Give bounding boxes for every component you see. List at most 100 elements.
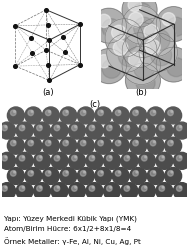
Circle shape [98, 110, 103, 116]
Circle shape [178, 188, 187, 198]
Circle shape [134, 58, 155, 80]
Text: (b): (b) [135, 88, 147, 97]
Circle shape [127, 186, 129, 188]
Circle shape [80, 171, 86, 176]
Circle shape [171, 141, 173, 143]
Circle shape [21, 158, 30, 168]
Circle shape [145, 156, 147, 158]
Point [63, 51, 66, 55]
Circle shape [7, 138, 24, 154]
Circle shape [77, 168, 94, 185]
Circle shape [173, 122, 189, 140]
Circle shape [118, 46, 139, 67]
Circle shape [25, 108, 42, 124]
Circle shape [156, 8, 189, 42]
Circle shape [92, 156, 94, 158]
Circle shape [95, 138, 112, 154]
Circle shape [156, 183, 173, 200]
Circle shape [178, 128, 187, 138]
Point [14, 24, 17, 28]
Circle shape [83, 171, 85, 173]
Circle shape [107, 156, 112, 161]
Circle shape [107, 126, 112, 131]
Circle shape [60, 168, 77, 185]
Circle shape [56, 158, 65, 168]
Circle shape [101, 111, 103, 113]
Circle shape [2, 156, 7, 161]
Circle shape [66, 171, 68, 173]
Circle shape [134, 113, 144, 122]
Circle shape [92, 9, 126, 44]
Circle shape [45, 171, 51, 176]
Circle shape [139, 183, 155, 200]
Circle shape [153, 171, 155, 173]
Circle shape [156, 122, 173, 140]
Circle shape [29, 143, 39, 153]
Circle shape [146, 40, 160, 55]
Circle shape [73, 188, 83, 198]
Circle shape [98, 15, 111, 28]
Circle shape [108, 128, 118, 138]
Circle shape [167, 58, 186, 77]
Circle shape [145, 126, 147, 128]
Circle shape [92, 186, 94, 188]
Circle shape [73, 158, 83, 168]
Circle shape [83, 141, 85, 143]
Circle shape [95, 168, 112, 185]
Circle shape [40, 126, 42, 128]
Circle shape [38, 188, 48, 198]
Circle shape [162, 54, 175, 67]
Circle shape [160, 128, 170, 138]
Circle shape [47, 143, 57, 153]
Circle shape [113, 41, 128, 56]
Circle shape [95, 108, 112, 124]
Circle shape [13, 111, 16, 113]
Circle shape [112, 138, 129, 154]
Circle shape [125, 128, 135, 138]
Circle shape [82, 113, 91, 122]
Circle shape [159, 126, 165, 131]
Circle shape [73, 128, 83, 138]
Circle shape [60, 138, 77, 154]
Circle shape [82, 143, 91, 153]
Circle shape [66, 111, 68, 113]
Circle shape [45, 141, 51, 146]
Circle shape [19, 156, 25, 161]
Circle shape [0, 153, 16, 170]
Circle shape [22, 126, 24, 128]
Point [79, 23, 82, 27]
Circle shape [137, 19, 176, 57]
Circle shape [72, 186, 77, 192]
Circle shape [173, 183, 189, 200]
Circle shape [92, 50, 126, 84]
Circle shape [150, 141, 156, 146]
Circle shape [115, 171, 121, 176]
Circle shape [54, 186, 60, 192]
Circle shape [19, 126, 25, 131]
Circle shape [169, 113, 179, 122]
Circle shape [156, 153, 173, 170]
Circle shape [86, 153, 103, 170]
Circle shape [115, 141, 121, 146]
Circle shape [48, 141, 50, 143]
Circle shape [64, 113, 74, 122]
Circle shape [21, 188, 30, 198]
Circle shape [91, 128, 100, 138]
Circle shape [28, 110, 33, 116]
Circle shape [160, 158, 170, 168]
Circle shape [19, 186, 25, 192]
Circle shape [12, 143, 22, 153]
Circle shape [152, 173, 161, 183]
Circle shape [104, 122, 120, 140]
Circle shape [80, 110, 86, 116]
Circle shape [98, 171, 103, 176]
Circle shape [29, 173, 39, 183]
Circle shape [64, 143, 74, 153]
Circle shape [7, 108, 24, 124]
Circle shape [177, 186, 182, 192]
Circle shape [124, 186, 130, 192]
Circle shape [16, 153, 33, 170]
Circle shape [139, 153, 155, 170]
Circle shape [10, 141, 16, 146]
Circle shape [134, 18, 155, 39]
